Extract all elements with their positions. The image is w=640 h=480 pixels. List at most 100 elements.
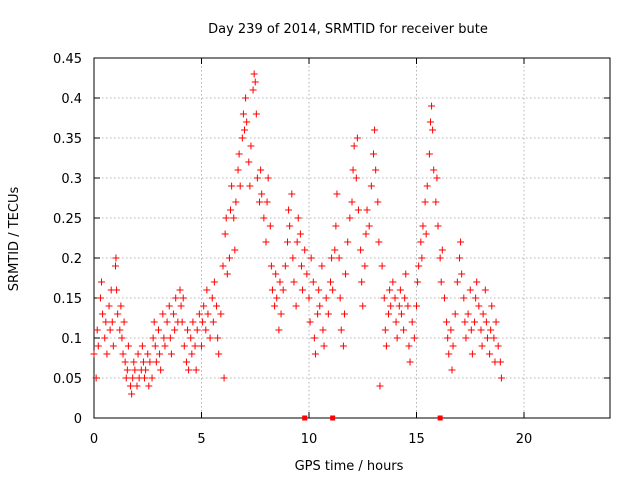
data-point bbox=[357, 246, 365, 254]
data-point bbox=[231, 246, 239, 254]
data-point bbox=[299, 286, 307, 294]
data-point bbox=[293, 238, 301, 246]
data-point bbox=[438, 246, 446, 254]
data-point bbox=[221, 230, 229, 238]
data-point bbox=[148, 374, 156, 382]
data-point bbox=[260, 214, 268, 222]
data-point bbox=[362, 230, 370, 238]
data-point bbox=[408, 318, 416, 326]
data-point bbox=[482, 318, 490, 326]
data-point bbox=[167, 350, 175, 358]
data-point bbox=[238, 134, 246, 142]
data-point bbox=[466, 286, 474, 294]
x-tick-label: 10 bbox=[301, 432, 318, 447]
data-point bbox=[128, 390, 136, 398]
data-point bbox=[342, 270, 350, 278]
data-point bbox=[242, 94, 250, 102]
plot-frame bbox=[93, 57, 611, 419]
data-point bbox=[256, 198, 264, 206]
data-point bbox=[429, 126, 437, 134]
data-point bbox=[195, 310, 203, 318]
data-point bbox=[172, 294, 180, 302]
x-axis-ticks: 0 5 10 15 20 bbox=[90, 58, 532, 447]
data-point bbox=[138, 342, 146, 350]
data-point bbox=[252, 110, 260, 118]
data-point bbox=[214, 334, 222, 342]
data-point bbox=[444, 334, 452, 342]
data-point bbox=[430, 166, 438, 174]
data-point bbox=[319, 326, 327, 334]
data-point bbox=[415, 262, 423, 270]
data-point bbox=[475, 302, 483, 310]
data-point bbox=[151, 342, 159, 350]
data-point bbox=[335, 254, 343, 262]
data-point bbox=[159, 310, 167, 318]
data-point bbox=[468, 350, 476, 358]
data-point bbox=[161, 342, 169, 350]
data-point bbox=[328, 254, 336, 262]
data-point bbox=[204, 310, 212, 318]
data-point bbox=[436, 254, 444, 262]
data-point bbox=[417, 238, 425, 246]
data-point bbox=[457, 238, 465, 246]
data-point bbox=[149, 334, 157, 342]
data-point bbox=[206, 334, 214, 342]
data-point bbox=[217, 310, 225, 318]
data-point bbox=[344, 238, 352, 246]
data-point bbox=[210, 278, 218, 286]
data-point bbox=[451, 310, 459, 318]
data-point bbox=[462, 334, 470, 342]
data-point bbox=[243, 118, 251, 126]
data-point bbox=[146, 358, 154, 366]
data-point bbox=[290, 278, 298, 286]
data-point bbox=[333, 190, 341, 198]
data-point bbox=[318, 262, 326, 270]
data-point bbox=[170, 310, 178, 318]
data-point bbox=[456, 254, 463, 262]
data-point bbox=[228, 182, 236, 190]
data-point bbox=[121, 358, 129, 366]
data-point bbox=[400, 326, 408, 334]
data-point bbox=[275, 326, 283, 334]
data-point bbox=[271, 302, 279, 310]
data-point bbox=[185, 366, 193, 374]
data-point bbox=[354, 206, 362, 214]
data-point bbox=[460, 294, 468, 302]
data-point bbox=[241, 126, 248, 134]
data-point bbox=[391, 294, 399, 302]
data-point bbox=[103, 350, 111, 358]
data-point bbox=[477, 326, 485, 334]
data-point bbox=[150, 318, 158, 326]
data-point bbox=[305, 294, 313, 302]
data-point bbox=[367, 182, 375, 190]
data-point bbox=[171, 326, 179, 334]
data-point bbox=[118, 334, 126, 342]
data-point bbox=[320, 342, 328, 350]
data-point bbox=[440, 294, 448, 302]
data-point bbox=[337, 326, 345, 334]
data-point bbox=[303, 270, 311, 278]
data-point bbox=[109, 342, 117, 350]
plot-border bbox=[93, 57, 611, 419]
data-point bbox=[94, 342, 102, 350]
data-point bbox=[198, 342, 205, 350]
data-point bbox=[285, 206, 293, 214]
data-point bbox=[332, 222, 340, 230]
data-point bbox=[96, 294, 104, 302]
axis-markers bbox=[302, 415, 443, 421]
data-point bbox=[437, 278, 445, 286]
data-point bbox=[434, 222, 442, 230]
data-point bbox=[402, 270, 410, 278]
data-point bbox=[223, 270, 231, 278]
data-point bbox=[359, 302, 367, 310]
data-point bbox=[389, 278, 397, 286]
data-point bbox=[117, 302, 125, 310]
data-point bbox=[99, 310, 107, 318]
data-point bbox=[277, 310, 285, 318]
y-tick-label: 0.4 bbox=[61, 92, 82, 107]
data-point bbox=[371, 126, 379, 134]
data-point bbox=[315, 286, 323, 294]
data-point bbox=[494, 342, 502, 350]
data-point bbox=[324, 310, 332, 318]
